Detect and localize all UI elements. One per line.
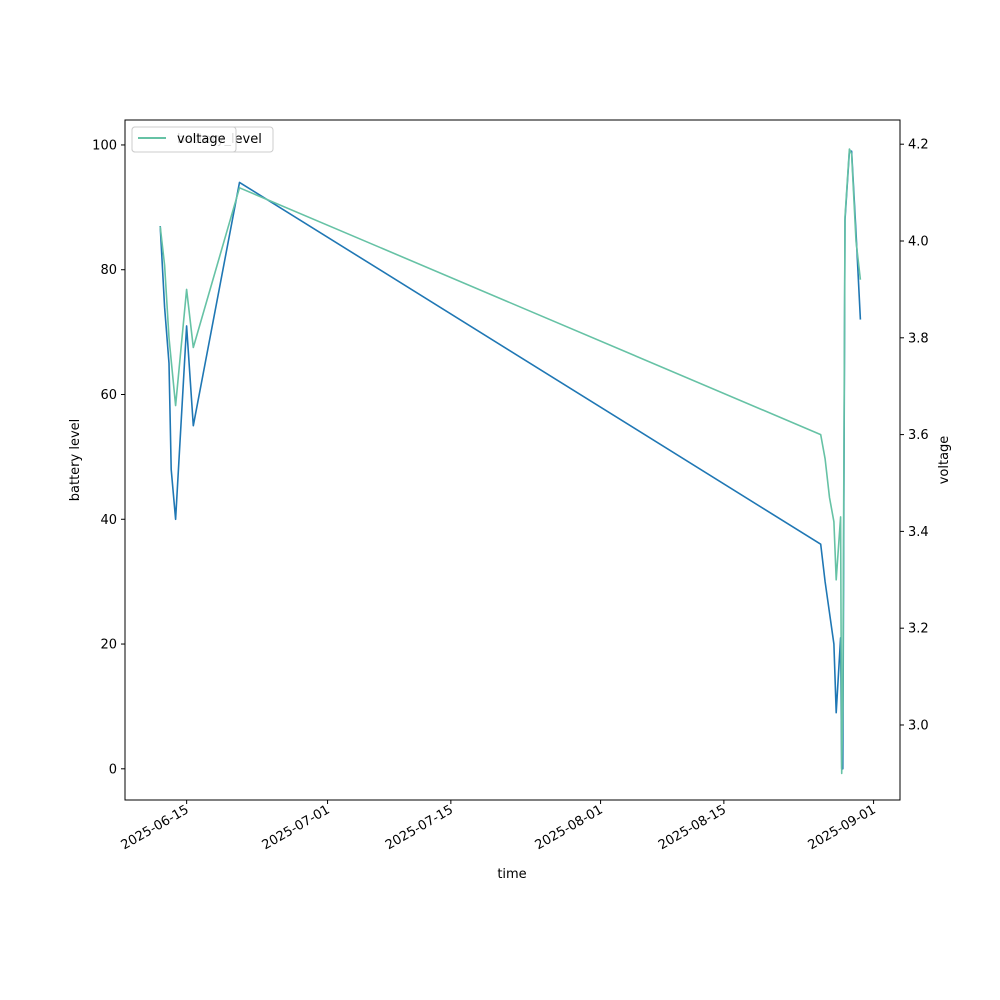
legend-label: voltage [177,132,226,147]
y-right-tick-label: 3.8 [908,331,929,346]
y-right-tick-label: 4.2 [908,138,929,153]
y-axis-left-label: battery level [68,419,83,502]
x-axis-label: time [497,867,526,882]
y-left-tick-label: 20 [100,638,117,653]
y-left-tick-label: 80 [100,263,117,278]
y-left-tick-label: 60 [100,388,117,403]
y-axis-right-label: voltage [937,436,952,485]
y-left-tick-label: 100 [92,138,117,153]
legend-box [131,126,237,153]
legend-voltage: voltage [131,126,237,153]
plot-area [159,148,862,775]
y-left-tick-label: 0 [109,762,117,777]
y-right-tick-label: 4.0 [908,234,929,249]
y-left-tick-label: 40 [100,513,117,528]
y-right-tick-label: 3.2 [908,622,929,637]
y-right-tick-label: 3.4 [908,525,929,540]
y-right-tick-label: 3.6 [908,428,929,443]
series-line-voltage [159,148,862,775]
y-right-tick-label: 3.0 [908,718,929,733]
plot-frame [124,119,901,801]
